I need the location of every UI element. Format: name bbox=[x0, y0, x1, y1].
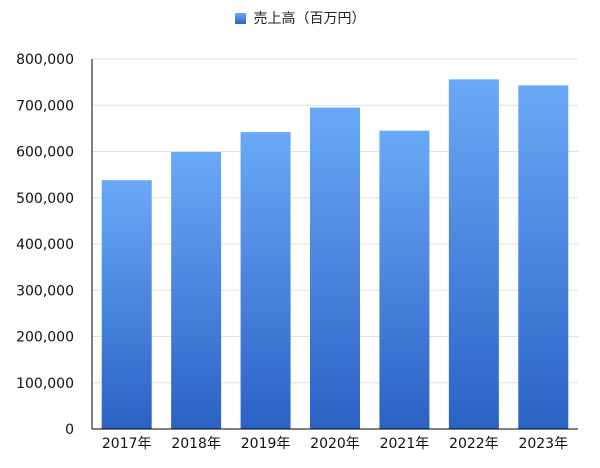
y-tick-label: 700,000 bbox=[16, 98, 74, 114]
bar bbox=[518, 85, 569, 430]
x-tick-label: 2017年 bbox=[102, 436, 152, 452]
x-tick-label: 2019年 bbox=[241, 436, 291, 452]
bar bbox=[240, 132, 291, 429]
x-tick-label: 2022年 bbox=[449, 436, 499, 452]
bar bbox=[379, 130, 430, 429]
y-tick-label: 300,000 bbox=[16, 283, 74, 299]
y-tick-label: 100,000 bbox=[16, 376, 74, 392]
x-tick-label: 2021年 bbox=[380, 436, 430, 452]
x-tick-label: 2020年 bbox=[310, 436, 360, 452]
chart-legend: 売上高（百万円） bbox=[0, 8, 600, 28]
bar bbox=[310, 107, 360, 429]
y-tick-label: 600,000 bbox=[16, 145, 74, 161]
x-tick-label: 2023年 bbox=[518, 436, 568, 452]
legend-swatch bbox=[234, 13, 246, 24]
y-tick-label: 500,000 bbox=[16, 191, 74, 207]
y-tick-label: 800,000 bbox=[16, 52, 74, 68]
legend-label: 売上高（百万円） bbox=[253, 11, 366, 27]
bar bbox=[448, 79, 499, 429]
y-tick-label: 0 bbox=[65, 422, 74, 438]
x-tick-label: 2018年 bbox=[171, 436, 221, 452]
bar bbox=[101, 180, 152, 429]
bar bbox=[171, 151, 222, 429]
y-tick-label: 400,000 bbox=[16, 237, 74, 253]
y-tick-label: 200,000 bbox=[16, 330, 74, 346]
